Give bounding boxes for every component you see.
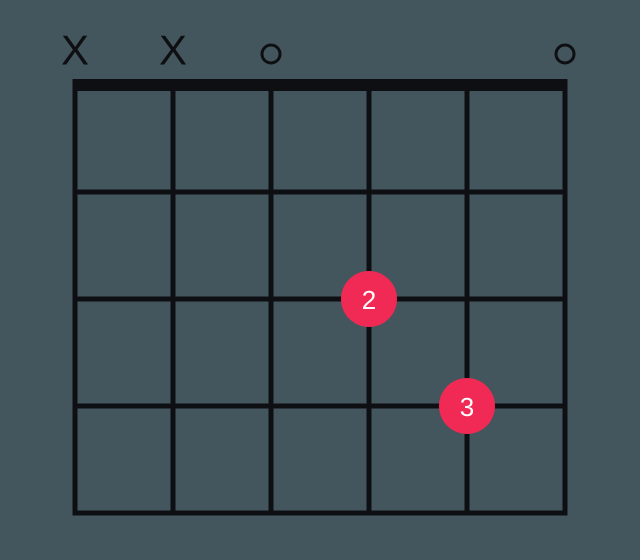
finger-label: 3	[460, 392, 474, 422]
mute-x-icon: X	[61, 27, 89, 74]
chord-diagram: { "diagram": { "type": "guitar-chord", "…	[0, 0, 640, 560]
finger-label: 2	[362, 285, 376, 315]
chord-svg: X X 2 3	[0, 0, 640, 560]
mute-x-icon: X	[159, 27, 187, 74]
